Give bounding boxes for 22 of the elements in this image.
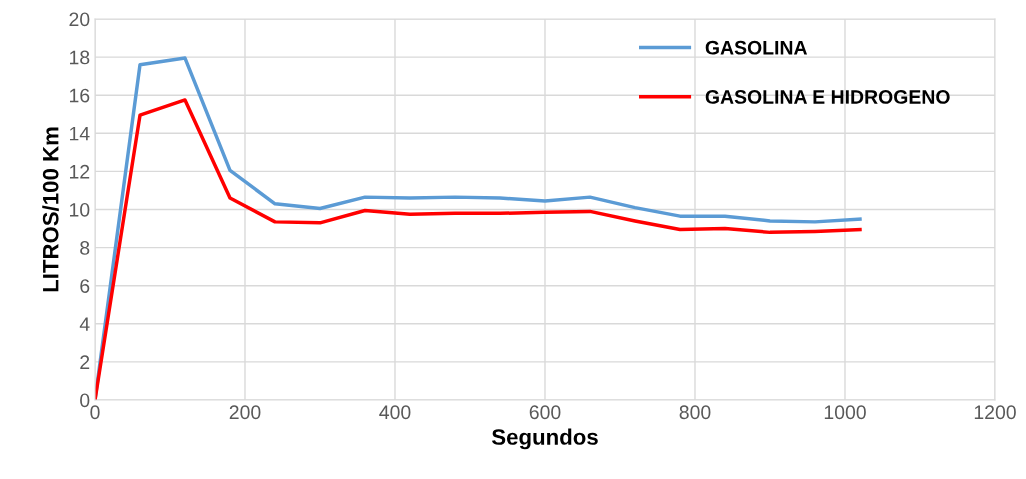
y-tick-label: 14 xyxy=(70,126,90,141)
y-tick-label: 10 xyxy=(70,202,90,217)
y-tick-label: 8 xyxy=(80,241,90,255)
y-tick-label: 16 xyxy=(70,88,90,103)
y-tick-label: 0 xyxy=(80,393,90,408)
y-tick-label: 20 xyxy=(69,12,90,27)
x-tick-label: 200 xyxy=(229,405,261,420)
x-tick-label: 1000 xyxy=(824,405,866,420)
x-tick-label: 400 xyxy=(379,405,411,420)
x-tick-label: 0 xyxy=(90,405,100,420)
y-axis-title: LITROS/100 Km xyxy=(42,127,59,292)
y-tick-label: 12 xyxy=(70,164,90,179)
x-tick-label: 800 xyxy=(679,405,711,420)
legend-label: GASOLINA xyxy=(705,40,808,55)
x-tick-label: 600 xyxy=(529,405,561,420)
y-tick-label: 18 xyxy=(70,50,90,65)
y-tick-label: 2 xyxy=(80,355,90,369)
legend-label: GASOLINA E HIDROGENO xyxy=(705,90,950,104)
y-tick-label: 4 xyxy=(79,317,90,331)
x-tick-label: 1200 xyxy=(974,405,1016,420)
y-tick-label: 6 xyxy=(80,279,90,293)
x-axis-title: Segundos xyxy=(491,428,598,450)
